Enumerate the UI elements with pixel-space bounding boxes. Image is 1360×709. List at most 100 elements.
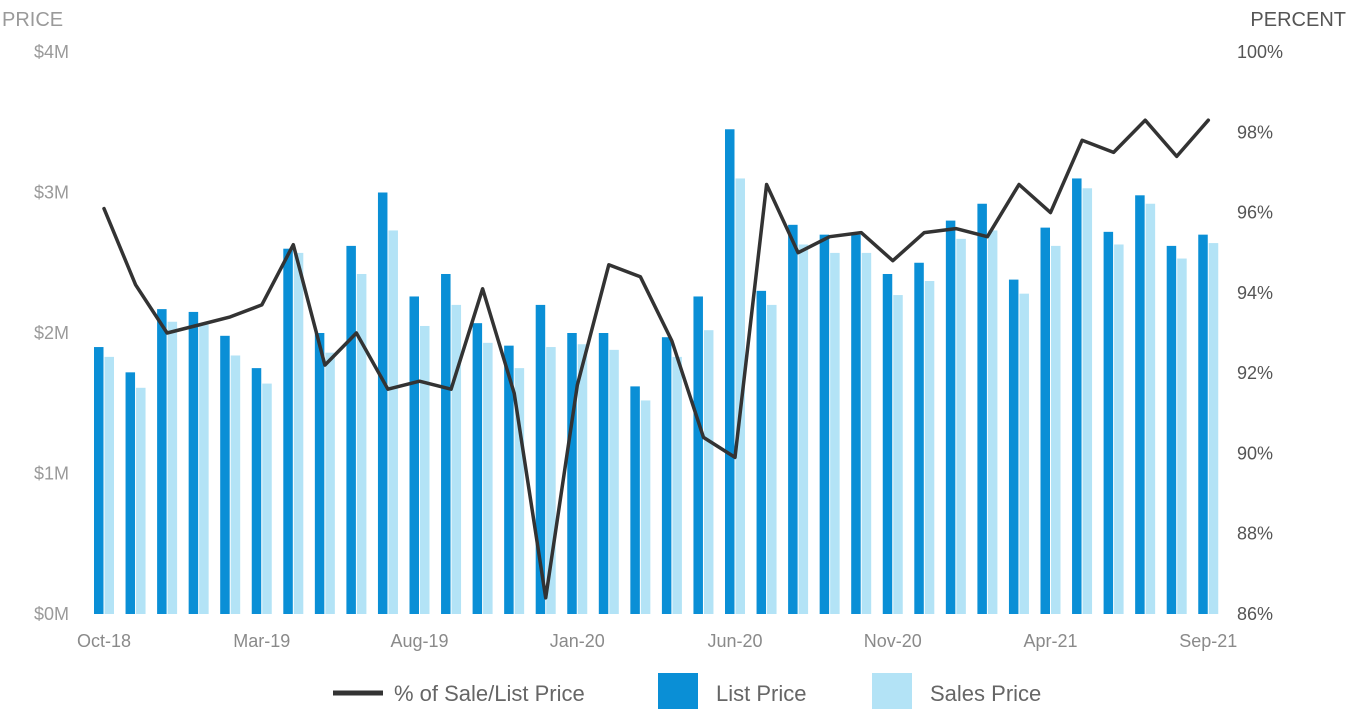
sales-price-bar <box>1082 188 1093 614</box>
list-price-bar <box>220 335 230 614</box>
x-tick-label: Apr-21 <box>1023 631 1077 651</box>
sales-price-bar <box>672 356 682 614</box>
sales-price-bar <box>1208 243 1219 614</box>
right-tick-label: 98% <box>1237 122 1273 142</box>
legend-label: List Price <box>716 681 806 706</box>
list-price-bar <box>1135 195 1145 614</box>
sales-price-bar <box>388 230 398 614</box>
right-tick-label: 92% <box>1237 363 1273 383</box>
list-price-bar <box>882 273 893 614</box>
sales-price-bar <box>514 368 525 614</box>
list-price-bar <box>914 262 924 614</box>
sales-price-bar <box>293 252 304 615</box>
right-tick-label: 96% <box>1237 203 1273 223</box>
list-price-bar <box>283 248 293 614</box>
x-axis-ticks: Oct-18 Mar-19 Aug-19 Jan-20 Jun-20 Nov-20 Apr-… <box>77 631 1237 651</box>
legend-box-swatch <box>872 673 912 709</box>
left-tick-label: $1M <box>34 464 69 484</box>
left-axis-title: PRICE <box>2 9 63 31</box>
sales-price-bar <box>230 355 241 614</box>
x-tick-label: Jun-20 <box>707 631 762 651</box>
sales-price-bar <box>420 325 430 614</box>
left-tick-label: $4M <box>34 42 69 62</box>
list-price-bar <box>314 333 325 614</box>
sales-price-bar <box>325 352 335 614</box>
right-tick-label: 100% <box>1237 42 1283 62</box>
list-price-bar <box>441 273 451 614</box>
list-price-bar <box>472 323 483 614</box>
list-price-bar <box>693 296 703 614</box>
sales-price-bar <box>893 295 903 614</box>
sales-price-bar <box>830 252 840 615</box>
list-price-bar <box>725 129 735 614</box>
sales-price-bar <box>703 330 714 614</box>
list-price-bars <box>94 129 1208 615</box>
right-tick-label: 90% <box>1237 443 1273 463</box>
x-tick-label: Aug-19 <box>390 631 448 651</box>
percent-series-line <box>102 118 1211 600</box>
sales-price-bar <box>483 342 493 614</box>
sales-price-bar <box>136 387 146 614</box>
list-price-bar <box>567 333 577 614</box>
left-tick-label: $2M <box>34 323 69 343</box>
list-price-bar <box>409 296 419 614</box>
list-price-bar <box>819 234 830 614</box>
list-price-bar <box>1008 279 1019 614</box>
sales-price-bar <box>1114 244 1124 615</box>
x-tick-label: Jan-20 <box>550 631 605 651</box>
list-price-bar <box>788 224 798 614</box>
sales-price-bar <box>1145 203 1156 615</box>
x-tick-label: Sep-21 <box>1179 631 1237 651</box>
sales-price-bar <box>167 321 178 614</box>
sales-price-bar <box>987 230 998 614</box>
list-price-bar <box>1198 234 1208 614</box>
list-price-bar <box>977 203 987 615</box>
legend-label: Sales Price <box>930 681 1041 706</box>
left-axis-ticks: $0M $1M $2M $3M $4M <box>34 42 69 624</box>
list-price-bar <box>945 220 956 614</box>
sales-price-bar <box>924 281 935 614</box>
sales-price-bar <box>956 238 966 615</box>
list-price-bar <box>1103 231 1114 614</box>
list-price-bar <box>661 337 672 614</box>
list-price-bar <box>851 234 861 614</box>
list-price-bar <box>504 345 514 614</box>
sales-price-bar <box>546 347 556 614</box>
list-price-bar <box>1040 227 1050 614</box>
sales-price-bar <box>767 304 777 614</box>
sales-price-bar <box>798 244 809 615</box>
list-price-bar <box>535 304 546 614</box>
sales-price-bar <box>1177 258 1187 614</box>
sales-price-bar <box>1051 245 1061 614</box>
x-tick-label: Mar-19 <box>233 631 290 651</box>
sales-price-bar <box>199 324 209 614</box>
legend: % of Sale/List Price List Price Sales Pric… <box>333 673 1041 709</box>
left-tick-label: $3M <box>34 183 69 203</box>
list-price-bar <box>157 309 167 614</box>
right-axis-title: PERCENT <box>1250 9 1346 31</box>
x-tick-label: Nov-20 <box>864 631 922 651</box>
right-tick-label: 86% <box>1237 604 1273 624</box>
list-price-bar <box>1072 178 1082 614</box>
list-price-bar <box>251 368 262 614</box>
list-price-bar <box>598 333 609 614</box>
sales-price-bar <box>735 178 745 614</box>
list-price-bar <box>630 386 640 614</box>
right-tick-label: 94% <box>1237 283 1273 303</box>
list-price-bar <box>756 290 767 614</box>
sale-list-percent-line <box>102 118 1211 600</box>
right-axis-ticks: 86% 88% 90% 92% 94% 96% 98% 100% <box>1237 42 1283 624</box>
sales-price-bar <box>609 349 619 614</box>
list-price-bar <box>125 372 136 614</box>
sales-price-bar <box>1019 293 1029 614</box>
sales-price-bar <box>451 304 462 614</box>
list-price-bar <box>94 347 104 614</box>
x-tick-label: Oct-18 <box>77 631 131 651</box>
list-price-bar <box>377 192 388 614</box>
list-price-bar <box>188 311 199 614</box>
right-tick-label: 88% <box>1237 524 1273 544</box>
list-price-bar <box>1166 245 1177 614</box>
sales-price-bar <box>356 273 367 614</box>
sales-price-bar <box>104 356 114 614</box>
